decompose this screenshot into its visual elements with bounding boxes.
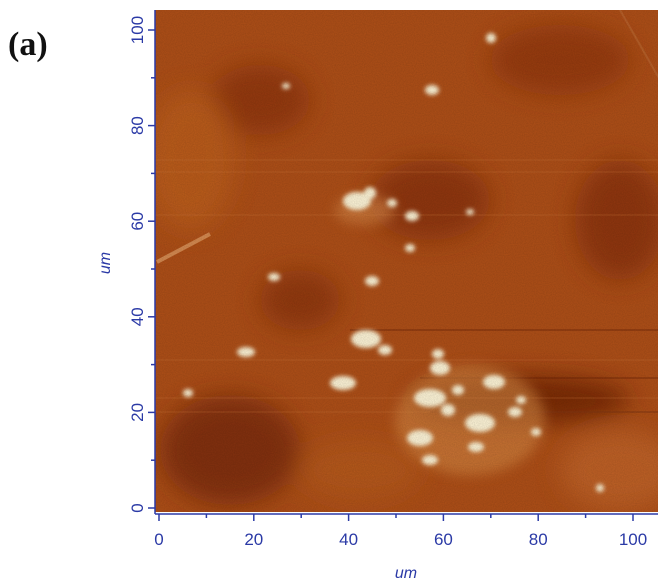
y-tick-label: 0 (128, 503, 147, 512)
y-tick-label: 60 (128, 212, 147, 231)
x-axis-ticks (158, 514, 634, 521)
x-tick-label: 60 (434, 530, 453, 549)
y-axis-tick-labels: 0 20 40 60 80 100 (128, 16, 147, 513)
y-axis-title: um (97, 252, 114, 274)
x-axis-title: um (395, 565, 417, 582)
x-tick-label: 40 (339, 530, 358, 549)
y-tick-label: 40 (128, 307, 147, 326)
x-tick-label: 100 (619, 530, 647, 549)
x-tick-label: 20 (244, 530, 263, 549)
y-tick-label: 80 (128, 116, 147, 135)
axes (148, 10, 658, 521)
afm-height-map (155, 10, 658, 512)
x-axis-tick-labels: 0 20 40 60 80 100 (154, 530, 647, 549)
y-axis-ticks (148, 29, 155, 509)
panel-label: (a) (8, 26, 48, 63)
y-tick-label: 20 (128, 403, 147, 422)
y-tick-label: 100 (128, 16, 147, 44)
x-tick-label: 80 (529, 530, 548, 549)
x-tick-label: 0 (154, 530, 163, 549)
